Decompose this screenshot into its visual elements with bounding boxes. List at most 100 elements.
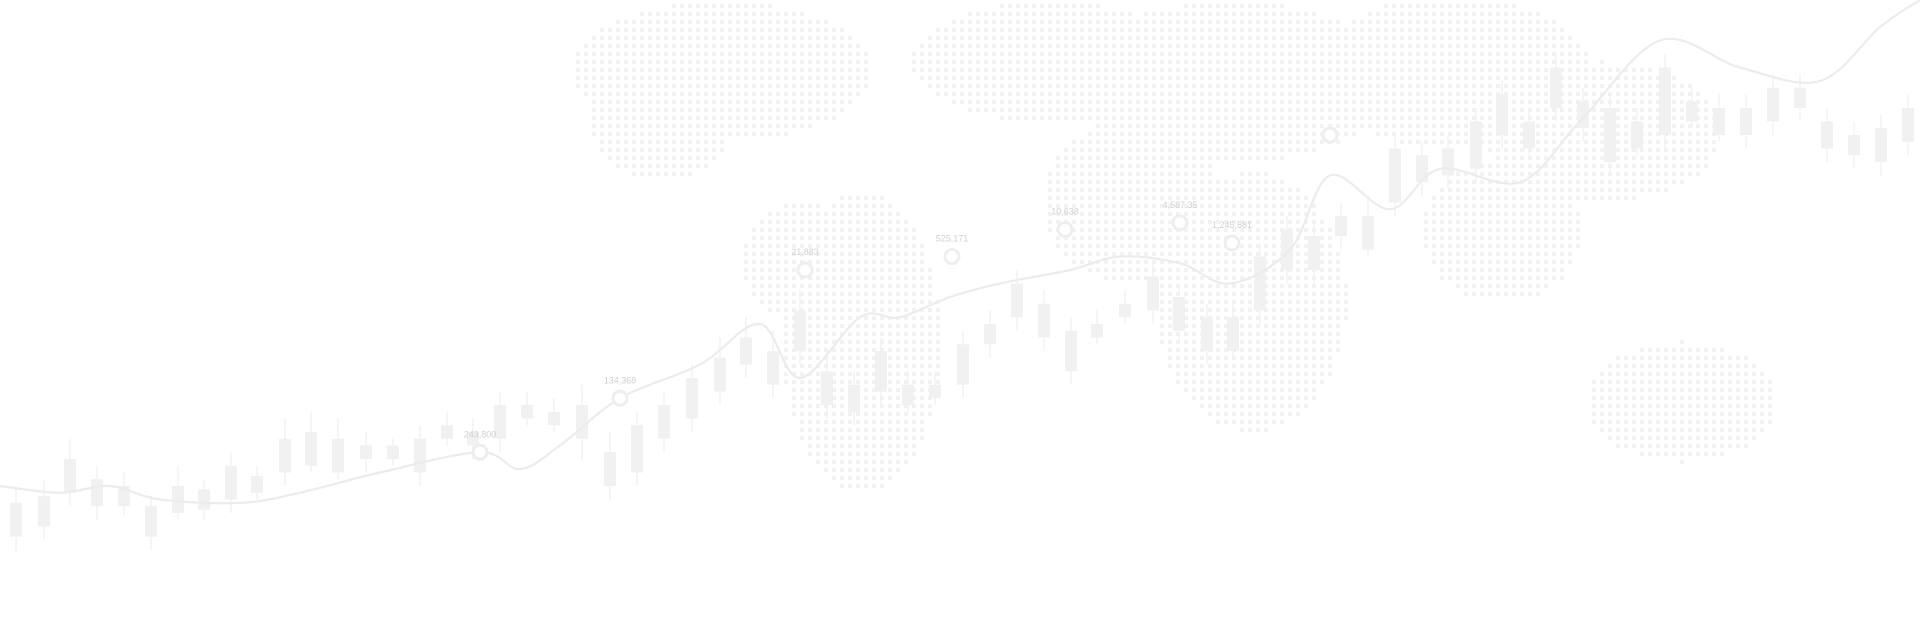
map-dot — [944, 44, 948, 48]
map-dot — [816, 308, 820, 312]
map-dot — [1576, 188, 1580, 192]
map-dot — [1216, 300, 1220, 304]
map-dot — [1184, 108, 1188, 112]
map-dot — [1288, 212, 1292, 216]
map-dot — [968, 44, 972, 48]
map-dot — [688, 124, 692, 128]
map-dot — [840, 268, 844, 272]
map-dot — [1016, 44, 1020, 48]
map-dot — [1592, 164, 1596, 168]
map-dot — [1504, 276, 1508, 280]
map-dot — [1656, 164, 1660, 168]
map-dot — [1192, 76, 1196, 80]
map-dot — [1464, 68, 1468, 72]
map-dot — [808, 20, 812, 24]
map-dot — [656, 68, 660, 72]
map-dot — [1336, 140, 1340, 144]
map-dot — [648, 164, 652, 168]
map-dot — [800, 380, 804, 384]
map-dot — [1088, 76, 1092, 80]
map-dot — [720, 132, 724, 136]
map-dot — [712, 44, 716, 48]
map-dot — [1456, 92, 1460, 96]
map-dot — [1216, 396, 1220, 400]
map-dot — [1160, 28, 1164, 32]
map-dot — [1696, 124, 1700, 128]
map-dot — [1656, 180, 1660, 184]
map-dot — [1248, 228, 1252, 232]
map-dot — [1560, 164, 1564, 168]
map-dot — [800, 204, 804, 208]
map-dot — [1616, 156, 1620, 160]
map-dot — [856, 92, 860, 96]
map-dot — [1680, 156, 1684, 160]
map-dot — [1464, 276, 1468, 280]
map-dot — [1224, 332, 1228, 336]
map-dot — [1504, 156, 1508, 160]
map-dot — [1208, 20, 1212, 24]
map-dot — [1480, 100, 1484, 104]
map-dot — [1096, 28, 1100, 32]
map-dot — [1232, 84, 1236, 88]
map-dot — [856, 412, 860, 416]
map-dot — [872, 332, 876, 336]
map-dot — [976, 60, 980, 64]
candle-body — [360, 445, 372, 459]
map-dot — [1440, 52, 1444, 56]
map-dot — [1096, 68, 1100, 72]
map-dot — [672, 172, 676, 176]
map-dot — [1312, 308, 1316, 312]
map-dot — [1360, 36, 1364, 40]
map-dot — [840, 284, 844, 288]
map-dot — [1720, 396, 1724, 400]
map-dot — [1280, 212, 1284, 216]
map-dot — [896, 292, 900, 296]
map-dot — [648, 100, 652, 104]
map-dot — [800, 428, 804, 432]
map-dot — [1488, 180, 1492, 184]
map-dot — [1200, 260, 1204, 264]
map-dot — [1128, 124, 1132, 128]
map-dot — [904, 444, 908, 448]
map-dot — [1104, 268, 1108, 272]
map-dot — [928, 276, 932, 280]
map-dot — [672, 12, 676, 16]
map-dot — [792, 244, 796, 248]
map-dot — [1352, 84, 1356, 88]
map-dot — [1112, 140, 1116, 144]
map-dot — [1320, 44, 1324, 48]
map-dot — [1168, 364, 1172, 368]
map-dot — [1048, 180, 1052, 184]
map-dot — [1648, 436, 1652, 440]
map-dot — [1128, 44, 1132, 48]
map-dot — [1696, 348, 1700, 352]
map-dot — [1256, 340, 1260, 344]
map-dot — [784, 76, 788, 80]
map-dot — [728, 60, 732, 64]
map-dot — [1544, 20, 1548, 24]
map-dot — [1560, 188, 1564, 192]
map-dot — [1240, 428, 1244, 432]
map-dot — [696, 44, 700, 48]
map-dot — [1304, 228, 1308, 232]
map-dot — [1232, 76, 1236, 80]
map-dot — [1384, 20, 1388, 24]
map-dot — [1488, 100, 1492, 104]
map-dot — [1304, 356, 1308, 360]
map-dot — [1000, 36, 1004, 40]
map-dot — [1440, 92, 1444, 96]
map-dot — [1056, 84, 1060, 88]
map-dot — [1728, 388, 1732, 392]
map-dot — [1032, 68, 1036, 72]
map-dot — [840, 428, 844, 432]
map-dot — [832, 292, 836, 296]
map-dot — [1408, 140, 1412, 144]
map-dot — [648, 116, 652, 120]
map-dot — [1328, 372, 1332, 376]
map-dot — [1496, 220, 1500, 224]
map-dot — [1056, 156, 1060, 160]
map-dot — [1256, 124, 1260, 128]
map-dot — [632, 156, 636, 160]
map-dot — [624, 156, 628, 160]
map-dot — [1672, 348, 1676, 352]
